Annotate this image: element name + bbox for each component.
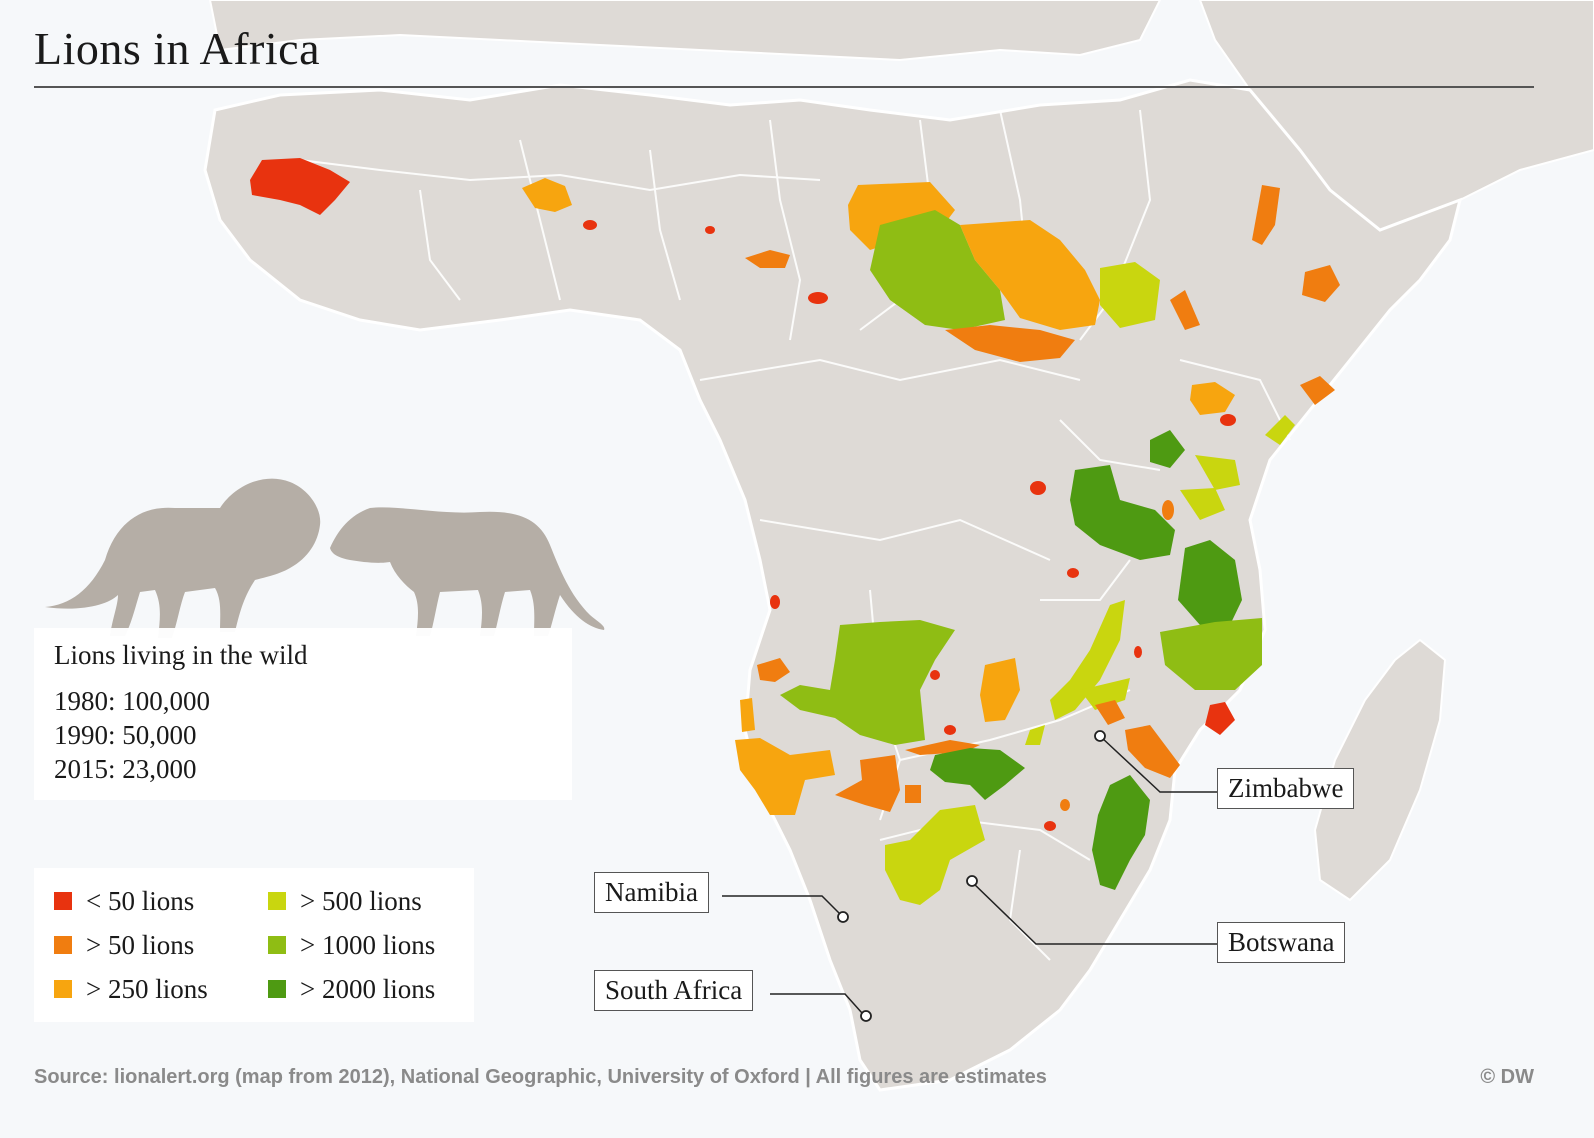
- range-area: [1252, 185, 1280, 245]
- stats-line-1980: 1980: 100,000: [54, 686, 211, 716]
- botswana-leader-line: [971, 881, 1218, 945]
- range-area: [1195, 455, 1240, 490]
- legend-label: > 50 lions: [86, 929, 195, 960]
- namibia-leader-line: [722, 895, 841, 915]
- legend: < 50 lions > 50 lions > 250 lions > 500 …: [34, 868, 474, 1022]
- range-area: [705, 226, 715, 234]
- stats-line-1990: 1990: 50,000: [54, 720, 197, 750]
- africa-landmass: [203, 78, 1463, 1092]
- range-area: [848, 182, 955, 250]
- range-area: [1178, 540, 1242, 625]
- range-area: [1095, 700, 1125, 725]
- callout-markers: [837, 730, 1106, 1022]
- range-area: [250, 158, 350, 215]
- range-area: [522, 178, 572, 212]
- range-area: [1220, 414, 1236, 426]
- lioness-silhouette: [330, 507, 605, 636]
- range-area: [1170, 290, 1200, 330]
- range-area: [757, 658, 790, 682]
- legend-swatch: [54, 936, 72, 954]
- legend-label: > 2000 lions: [300, 973, 436, 1004]
- namibia-marker: [837, 911, 849, 923]
- legend-item: > 2000 lions: [268, 974, 435, 1004]
- callout-south-africa: South Africa: [594, 970, 754, 1011]
- callout-lines: [722, 736, 1218, 1014]
- legend-label: < 50 lions: [86, 885, 195, 916]
- botswana-marker: [966, 875, 978, 887]
- lion-silhouettes: [45, 478, 605, 638]
- legend-label: > 1000 lions: [300, 929, 436, 960]
- range-area: [1030, 481, 1046, 495]
- source-note: Source: lionalert.org (map from 2012), N…: [34, 1066, 1047, 1088]
- range-area: [1025, 725, 1045, 745]
- range-area: [930, 670, 940, 680]
- legend-item: > 50 lions: [54, 930, 194, 960]
- range-area: [885, 805, 985, 905]
- range-area: [930, 748, 1025, 800]
- range-area: [1302, 265, 1340, 302]
- range-area: [780, 620, 955, 745]
- stats-heading: Lions living in the wild: [54, 640, 308, 670]
- range-area: [740, 698, 755, 732]
- south-africa-leader-line: [770, 993, 863, 1014]
- range-area: [1180, 488, 1225, 520]
- callout-botswana: Botswana: [1217, 922, 1346, 963]
- range-area: [1160, 618, 1262, 690]
- legend-item: < 50 lions: [54, 886, 194, 916]
- range-area: [870, 210, 1005, 330]
- page-title: Lions in Africa: [34, 23, 320, 74]
- legend-swatch: [268, 892, 286, 910]
- range-area: [1100, 262, 1160, 328]
- range-area: [1162, 500, 1174, 520]
- range-area: [808, 292, 828, 304]
- range-area: [1044, 821, 1056, 831]
- range-area: [1080, 678, 1130, 710]
- range-area: [770, 595, 780, 609]
- stats-line-2015: 2015: 23,000: [54, 754, 197, 784]
- legend-item: > 500 lions: [268, 886, 422, 916]
- range-area: [980, 658, 1020, 722]
- legend-swatch: [268, 936, 286, 954]
- range-area: [1300, 376, 1335, 405]
- legend-label: > 250 lions: [86, 973, 208, 1004]
- callout-zimbabwe: Zimbabwe: [1217, 768, 1355, 809]
- title-divider: [34, 86, 1534, 88]
- legend-item: > 250 lions: [54, 974, 208, 1004]
- range-area: [1265, 415, 1295, 445]
- range-area: [1092, 775, 1150, 890]
- range-area: [1050, 600, 1125, 720]
- male-lion-silhouette: [45, 478, 321, 638]
- range-area: [735, 738, 835, 815]
- credit-dw: © DW: [1480, 1066, 1534, 1088]
- range-area: [905, 785, 921, 803]
- zimbabwe-marker: [1094, 730, 1106, 742]
- range-area: [835, 755, 900, 812]
- legend-item: > 1000 lions: [268, 930, 435, 960]
- range-area: [1150, 430, 1185, 468]
- range-area: [1125, 725, 1180, 778]
- range-area: [583, 220, 597, 230]
- legend-label: > 500 lions: [300, 885, 422, 916]
- range-area: [945, 325, 1075, 362]
- legend-swatch: [54, 892, 72, 910]
- range-area: [1134, 646, 1142, 658]
- range-area: [1190, 382, 1235, 415]
- legend-swatch: [268, 980, 286, 998]
- stats-panel: Lions living in the wild 1980: 100,000 1…: [34, 628, 572, 800]
- range-area: [944, 725, 956, 735]
- callout-namibia: Namibia: [594, 872, 709, 913]
- zimbabwe-leader-line: [1100, 736, 1218, 793]
- range-area: [1067, 568, 1079, 578]
- range-area: [1205, 702, 1235, 735]
- madagascar-landmass: [1313, 638, 1447, 902]
- europe-landmass: [208, 0, 1162, 62]
- range-area: [960, 220, 1100, 330]
- legend-swatch: [54, 980, 72, 998]
- lion-range-areas: [250, 158, 1340, 905]
- south-africa-marker: [860, 1010, 872, 1022]
- range-area: [1070, 465, 1175, 560]
- range-area: [745, 250, 790, 268]
- range-area: [1060, 799, 1070, 811]
